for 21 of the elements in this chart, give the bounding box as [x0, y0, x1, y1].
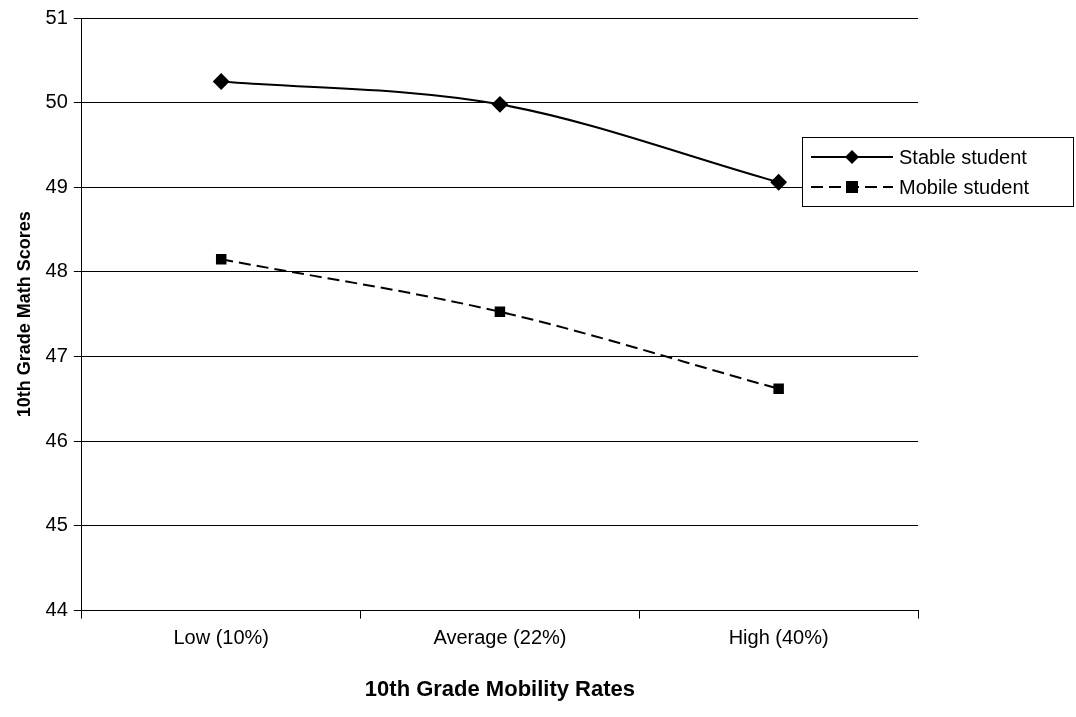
x-tick-label: Low (10%) — [173, 626, 270, 649]
point — [491, 96, 508, 113]
x-axis-title: 10th Grade Mobility Rates — [364, 675, 636, 701]
legend-label: Mobile student — [899, 175, 1030, 199]
y-tick-label: 51 — [45, 5, 68, 28]
y-tick-label: 47 — [45, 344, 68, 367]
y-tick-label: 48 — [45, 259, 68, 282]
x-tick-label: High (40%) — [728, 626, 829, 649]
point — [494, 306, 506, 317]
y-tick-label: 44 — [45, 598, 68, 621]
y-tick-label: 50 — [45, 90, 68, 113]
point — [213, 73, 230, 90]
y-tick-label: 46 — [45, 428, 68, 451]
y-tick-label: 45 — [45, 513, 68, 536]
point — [215, 254, 227, 265]
y-axis-title: 10th Grade Math Scores — [13, 211, 34, 418]
legend-label: Stable student — [899, 145, 1027, 169]
point — [773, 383, 784, 395]
point — [770, 174, 787, 191]
x-tick-label: Average (22%) — [433, 626, 567, 649]
y-tick-label: 49 — [45, 174, 68, 197]
